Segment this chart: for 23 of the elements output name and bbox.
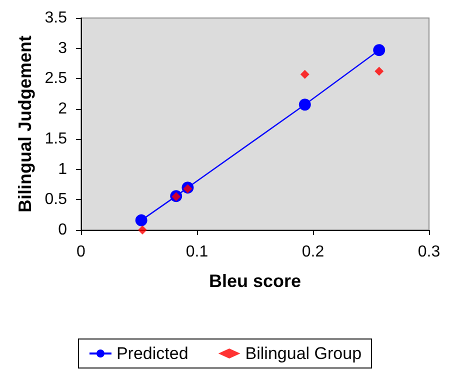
y-tick-label: 0 [58,222,68,238]
point [298,98,311,111]
y-tick-label: 2.5 [44,70,68,88]
point [300,70,310,79]
y-tick-label: 3 [58,40,68,57]
y-tick-label: 2 [58,100,68,118]
y-axis-title: Bilingual Judgement [14,35,35,213]
x-tick-label: 0.2 [302,244,324,260]
legend-label: Bilingual Group [245,344,362,363]
point [373,44,386,56]
x-tick-label: 0 [76,244,86,260]
point [183,184,192,194]
point [138,226,147,234]
legend-label: Predicted [116,344,188,363]
x-axis-title: Bleu score [208,271,302,291]
y-tick-label: 1.5 [44,130,68,148]
point [135,214,148,226]
point [374,66,384,76]
y-tick-label: 0.5 [44,191,68,208]
y-tick-label: 1 [58,160,68,178]
x-tick-label: 0.3 [418,244,440,260]
y-tick-label: 3.5 [44,10,68,26]
x-tick-label: 0.1 [186,244,208,260]
